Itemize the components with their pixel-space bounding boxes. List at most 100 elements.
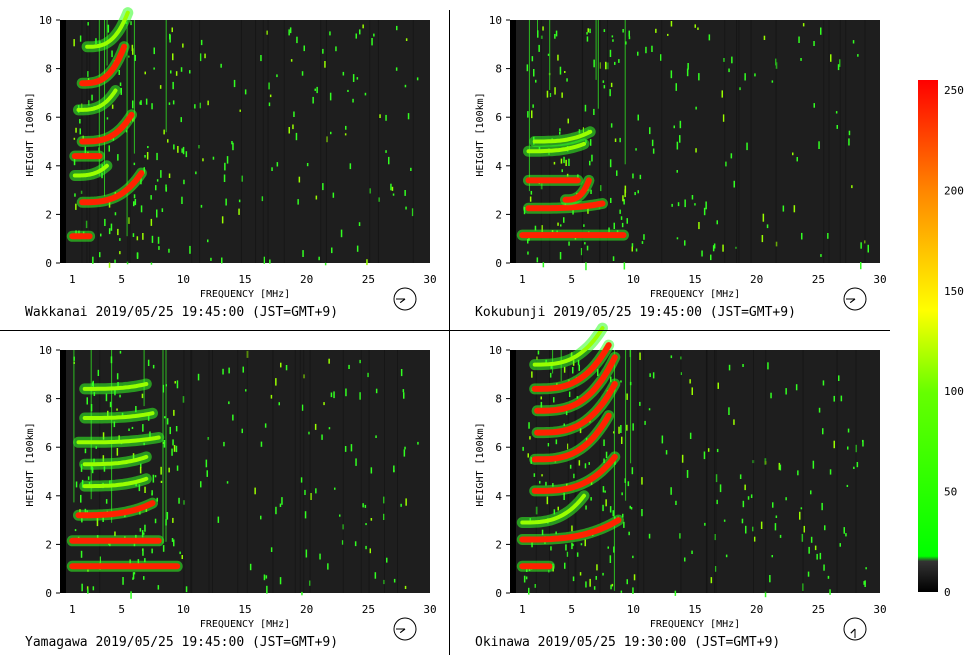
- noise-speck: [84, 146, 87, 155]
- noise-speck: [603, 458, 605, 463]
- noise-speck: [279, 577, 282, 585]
- noise-speck: [80, 494, 82, 503]
- noise-streak: [397, 350, 398, 593]
- echo-trace: [85, 10, 130, 49]
- interference-line: [595, 20, 597, 80]
- noise-speck: [609, 89, 611, 97]
- noise-speck: [300, 477, 303, 483]
- noise-speck: [122, 577, 124, 585]
- noise-speck: [73, 39, 75, 47]
- noise-speck: [686, 470, 689, 478]
- noise-speck: [143, 576, 145, 580]
- noise-speck: [140, 100, 142, 105]
- noise-speck: [552, 483, 554, 487]
- noise-speck: [84, 448, 87, 454]
- interference-line: [143, 350, 145, 407]
- noise-speck: [584, 242, 586, 245]
- plot-left-band: [510, 350, 516, 593]
- colorbar-tick-label: 250: [944, 84, 964, 97]
- noise-speck: [128, 217, 130, 224]
- noise-speck: [827, 575, 830, 579]
- noise-speck: [79, 35, 82, 42]
- noise-speck: [586, 36, 589, 42]
- noise-speck: [677, 202, 680, 207]
- noise-speck: [175, 445, 178, 453]
- noise-speck: [607, 546, 609, 549]
- noise-speck: [374, 572, 377, 579]
- noise-streak: [99, 350, 101, 593]
- noise-speck: [322, 183, 324, 191]
- noise-speck: [370, 467, 373, 474]
- noise-speck: [163, 129, 165, 135]
- noise-speck: [270, 394, 273, 399]
- noise-speck: [107, 24, 110, 33]
- noise-speck: [99, 556, 101, 563]
- noise-speck: [691, 550, 693, 554]
- noise-speck: [199, 53, 202, 62]
- noise-speck: [185, 586, 188, 593]
- noise-speck: [716, 448, 719, 453]
- noise-speck: [301, 404, 304, 411]
- noise-streak: [246, 350, 248, 593]
- noise-speck: [400, 369, 403, 377]
- noise-speck: [621, 436, 623, 444]
- noise-streak: [607, 20, 608, 263]
- noise-speck: [529, 196, 532, 202]
- noise-speck: [264, 423, 267, 428]
- noise-speck: [142, 424, 144, 432]
- noise-speck: [172, 81, 174, 90]
- interference-line: [111, 350, 113, 523]
- noise-speck: [261, 196, 264, 202]
- noise-speck: [610, 123, 613, 128]
- noise-speck: [557, 54, 559, 61]
- noise-speck: [117, 228, 119, 236]
- noise-speck: [151, 548, 153, 554]
- noise-speck: [573, 473, 575, 479]
- noise-streak: [575, 350, 577, 593]
- noise-speck: [388, 156, 390, 165]
- noise-speck: [163, 440, 166, 448]
- noise-speck: [807, 571, 810, 577]
- noise-speck: [168, 102, 171, 105]
- noise-speck: [330, 392, 333, 398]
- noise-speck: [565, 544, 567, 551]
- noise-speck: [795, 384, 798, 391]
- noise-speck: [684, 240, 686, 246]
- noise-speck: [623, 262, 626, 270]
- x-tick-label: 25: [362, 273, 375, 286]
- noise-streak: [342, 350, 344, 593]
- noise-speck: [539, 480, 541, 484]
- noise-speck: [244, 89, 247, 95]
- noise-speck: [698, 73, 700, 81]
- noise-speck: [739, 474, 742, 479]
- noise-speck: [359, 392, 361, 400]
- noise-speck: [829, 589, 831, 595]
- noise-speck: [180, 117, 182, 123]
- noise-streak: [680, 350, 682, 593]
- noise-speck: [141, 393, 144, 399]
- noise-speck: [379, 114, 381, 118]
- noise-speck: [546, 90, 549, 98]
- noise-speck: [566, 551, 569, 557]
- noise-speck: [710, 577, 713, 584]
- noise-streak: [823, 20, 825, 263]
- noise-speck: [139, 528, 142, 532]
- noise-speck: [160, 480, 163, 483]
- x-tick-label: 20: [750, 603, 763, 616]
- noise-speck: [221, 216, 224, 224]
- x-tick-label: 15: [238, 273, 251, 286]
- noise-speck: [403, 449, 406, 457]
- noise-streak: [325, 20, 327, 263]
- clock-hour-hand: [399, 628, 406, 634]
- noise-speck: [652, 372, 655, 379]
- noise-speck: [769, 575, 771, 583]
- noise-speck: [587, 28, 589, 33]
- noise-speck: [271, 167, 273, 171]
- noise-speck: [824, 525, 826, 531]
- noise-speck: [602, 572, 604, 576]
- noise-speck: [541, 225, 543, 232]
- noise-speck: [537, 350, 540, 355]
- noise-speck: [609, 159, 612, 168]
- noise-speck: [292, 124, 294, 130]
- noise-speck: [689, 432, 692, 439]
